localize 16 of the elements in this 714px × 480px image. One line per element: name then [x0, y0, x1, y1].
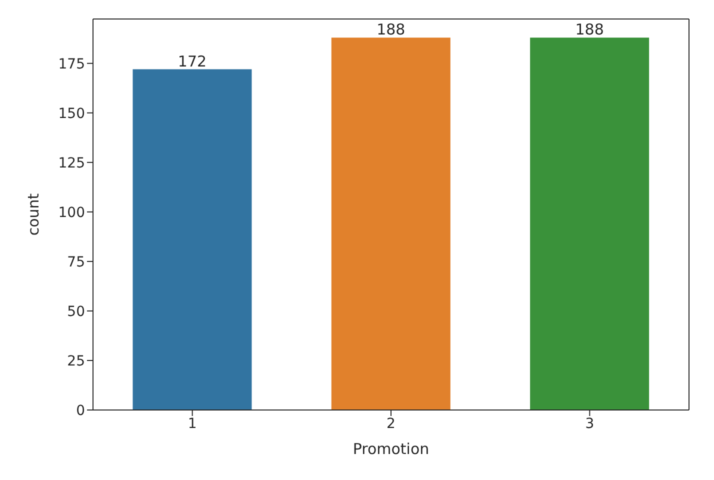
y-tick-label: 75 — [67, 254, 85, 270]
y-tick-label: 175 — [58, 56, 85, 72]
y-tick-label: 0 — [76, 402, 85, 419]
data-label: 188 — [575, 20, 604, 39]
x-tick-label: 3 — [585, 416, 594, 432]
y-tick-label: 150 — [58, 106, 85, 122]
y-tick-label: 100 — [58, 204, 85, 221]
data-label: 172 — [178, 52, 207, 70]
data-label: 188 — [376, 20, 406, 39]
y-tick-label: 25 — [67, 353, 85, 370]
x-tick-label: 1 — [188, 416, 197, 432]
x-tick-label: 2 — [386, 416, 396, 432]
y-tick-label: 50 — [67, 304, 85, 320]
x-axis-title: Promotion — [352, 440, 430, 458]
y-tick-label: 125 — [58, 155, 85, 172]
y-axis-title: count — [24, 193, 42, 236]
